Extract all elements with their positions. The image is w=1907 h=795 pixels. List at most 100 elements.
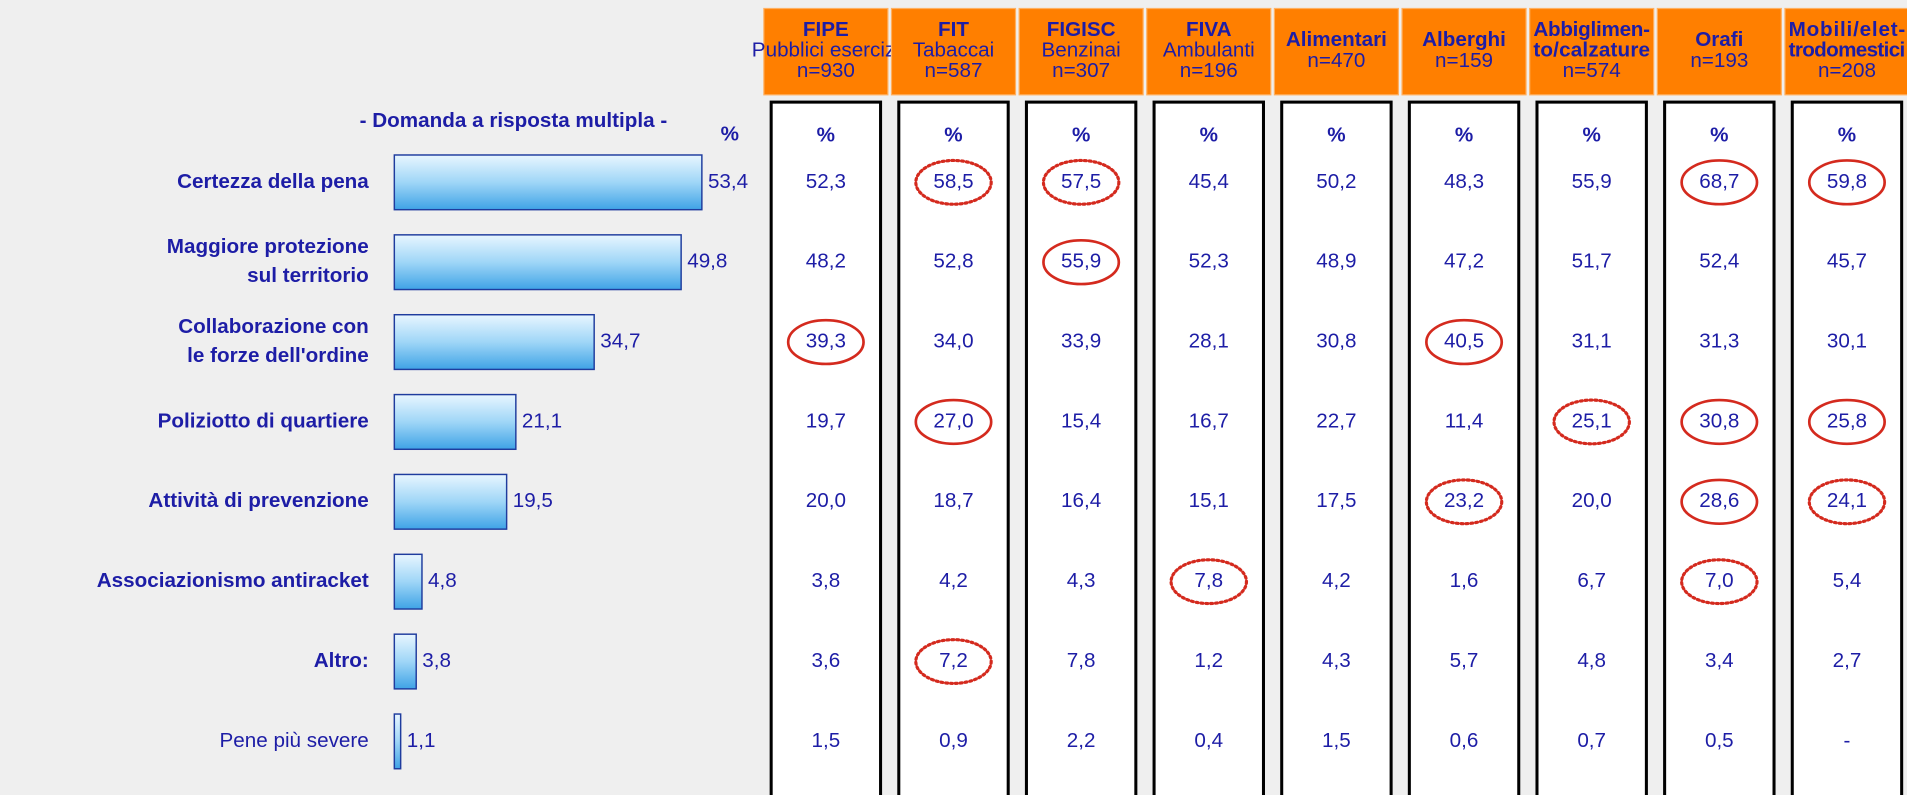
cell: 50,2 bbox=[1316, 170, 1356, 193]
highlight-circle bbox=[1680, 558, 1759, 606]
cell: 1,5 bbox=[812, 729, 841, 752]
value-label: 21,1 bbox=[522, 409, 562, 432]
category-label: le forze dell'ordine bbox=[187, 344, 369, 367]
cell: 20,0 bbox=[806, 489, 846, 512]
column-subtitle: n=208 bbox=[1818, 59, 1876, 82]
bar bbox=[393, 713, 402, 770]
column-subtitle: n=930 bbox=[797, 59, 855, 82]
highlight-circle bbox=[1169, 558, 1249, 606]
cell: 18,7 bbox=[933, 489, 973, 512]
column-subtitle: n=470 bbox=[1307, 49, 1365, 72]
highlight-circle bbox=[1552, 398, 1631, 446]
highlight-circle bbox=[1807, 478, 1887, 526]
cell: 6,7 bbox=[1577, 569, 1606, 592]
column-header bbox=[1401, 7, 1527, 96]
cell: 20,0 bbox=[1572, 489, 1612, 512]
value-label: 1,1 bbox=[407, 729, 436, 752]
column-header bbox=[1018, 7, 1144, 96]
cell: 1,6 bbox=[1450, 569, 1479, 592]
column-body bbox=[1790, 100, 1904, 795]
cell: 5,7 bbox=[1450, 649, 1479, 672]
column-unit: % bbox=[1710, 124, 1728, 147]
cell: 68,7 bbox=[1699, 170, 1739, 193]
cell: 31,1 bbox=[1572, 330, 1612, 353]
column-subtitle: n=307 bbox=[1052, 59, 1110, 82]
column-unit: % bbox=[944, 124, 962, 147]
highlight-circle bbox=[914, 638, 993, 685]
cell: 27,0 bbox=[933, 409, 973, 432]
column-body bbox=[897, 100, 1010, 795]
cell: 7,8 bbox=[1067, 649, 1096, 672]
bar bbox=[393, 234, 682, 291]
column-title: FIVA bbox=[1186, 18, 1232, 41]
cell: 25,8 bbox=[1827, 409, 1867, 432]
bar bbox=[393, 154, 703, 211]
highlight-circle bbox=[914, 158, 993, 206]
category-label: Associazionismo antiracket bbox=[97, 569, 369, 592]
column-body bbox=[1024, 100, 1138, 795]
highlight-circle bbox=[914, 398, 993, 446]
column-title: to/calzature bbox=[1533, 39, 1650, 62]
subtitle: - Domanda a risposta multipla - bbox=[360, 109, 668, 132]
cell: 0,9 bbox=[939, 729, 968, 752]
highlight-circle bbox=[1425, 318, 1504, 366]
cell: 30,1 bbox=[1827, 330, 1867, 353]
column-title: trodomestici bbox=[1789, 39, 1906, 62]
cell: 3,8 bbox=[812, 569, 841, 592]
column-title: Alimentari bbox=[1286, 28, 1387, 51]
category-label: sul territorio bbox=[247, 264, 369, 287]
cell: 52,4 bbox=[1699, 250, 1739, 273]
cell: 28,1 bbox=[1189, 330, 1229, 353]
column-header bbox=[1146, 7, 1272, 96]
cell: 7,2 bbox=[939, 649, 968, 672]
column-header bbox=[763, 7, 889, 96]
column-subtitle: n=196 bbox=[1180, 59, 1238, 82]
cell: 28,6 bbox=[1699, 489, 1739, 512]
column-subtitle: Tabaccai bbox=[913, 39, 995, 62]
cell: 40,5 bbox=[1444, 330, 1484, 353]
cell: 4,2 bbox=[1322, 569, 1351, 592]
column-title: Orafi bbox=[1695, 28, 1743, 51]
cell: 3,4 bbox=[1705, 649, 1734, 672]
cell: 5,4 bbox=[1833, 569, 1862, 592]
column-body bbox=[1663, 100, 1776, 795]
cell: 1,2 bbox=[1194, 649, 1223, 672]
highlight-circle bbox=[1680, 159, 1759, 206]
cell: 48,9 bbox=[1316, 250, 1356, 273]
value-label: 3,8 bbox=[422, 649, 451, 672]
highlight-circle bbox=[1680, 478, 1759, 526]
cell: 24,1 bbox=[1827, 489, 1867, 512]
column-unit: % bbox=[817, 124, 835, 147]
highlight-circle bbox=[1807, 398, 1886, 446]
category-label: Collaborazione con bbox=[178, 315, 369, 338]
cell: 48,3 bbox=[1444, 170, 1484, 193]
value-label: 34,7 bbox=[600, 330, 640, 353]
cell: 45,4 bbox=[1189, 170, 1229, 193]
column-body bbox=[1535, 100, 1648, 795]
bar bbox=[393, 473, 508, 530]
column-unit: % bbox=[1455, 124, 1473, 147]
cell: 4,3 bbox=[1322, 649, 1351, 672]
column-unit: % bbox=[1838, 124, 1856, 147]
column-header bbox=[1784, 7, 1907, 96]
cell: 59,8 bbox=[1827, 170, 1867, 193]
cell: 30,8 bbox=[1699, 409, 1739, 432]
category-label: Altro: bbox=[314, 649, 369, 672]
column-subtitle: Pubblici esercizi bbox=[752, 39, 900, 62]
category-label: Certezza della pena bbox=[177, 170, 369, 193]
column-unit: % bbox=[1200, 124, 1218, 147]
value-label: 4,8 bbox=[428, 569, 457, 592]
cell: 0,5 bbox=[1705, 729, 1734, 752]
cell: 55,9 bbox=[1061, 250, 1101, 273]
column-subtitle: n=587 bbox=[924, 59, 982, 82]
value-label: 19,5 bbox=[513, 489, 553, 512]
cell: 45,7 bbox=[1827, 250, 1867, 273]
column-subtitle: Benzinai bbox=[1042, 39, 1121, 62]
cell: 39,3 bbox=[806, 330, 846, 353]
category-label: Maggiore protezione bbox=[167, 235, 369, 258]
category-label: Attività di prevenzione bbox=[148, 489, 368, 512]
cell: 7,8 bbox=[1194, 569, 1223, 592]
cell: 3,6 bbox=[812, 649, 841, 672]
cell: 2,2 bbox=[1067, 729, 1096, 752]
